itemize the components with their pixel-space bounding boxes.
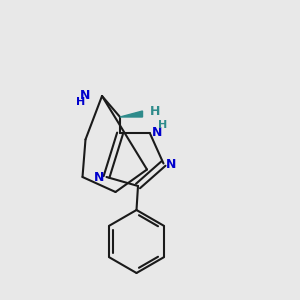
Text: H: H xyxy=(149,105,160,119)
Text: N: N xyxy=(80,89,90,103)
Text: N: N xyxy=(94,171,104,184)
Text: H: H xyxy=(158,120,168,130)
Text: N: N xyxy=(166,158,176,171)
Polygon shape xyxy=(120,111,142,117)
Text: N: N xyxy=(152,126,162,139)
Text: H: H xyxy=(76,97,85,107)
